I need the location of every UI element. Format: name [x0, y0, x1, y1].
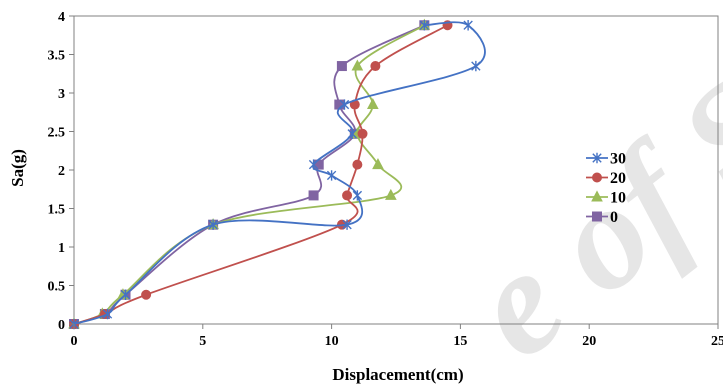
y-tick-label: 2.5: [48, 126, 66, 141]
y-tick-label: 1: [58, 241, 65, 256]
data-point-10: [366, 97, 379, 110]
y-tick-label: 4: [58, 10, 65, 25]
legend-marker: [592, 211, 602, 222]
data-point-30: [339, 99, 350, 110]
data-point-10: [385, 188, 397, 200]
legend-label: 20: [610, 170, 626, 187]
series-line-30: [73, 21, 486, 325]
data-point-30: [463, 20, 473, 31]
data-point-0: [308, 190, 319, 201]
data-point-30: [102, 308, 113, 320]
legend-label: 10: [610, 190, 626, 207]
data-point-30: [419, 20, 430, 31]
legend-marker: [591, 190, 603, 202]
data-point-20: [342, 190, 353, 201]
legend-entry-0: 0: [586, 209, 618, 226]
data-point-30: [120, 289, 131, 300]
legend: 30 20 10 0: [586, 151, 626, 226]
x-axis-title: Displacement(cm): [332, 365, 463, 384]
data-point-30: [347, 128, 357, 140]
data-point-10: [372, 158, 384, 170]
data-point-30: [352, 190, 363, 201]
x-tick-label: 15: [453, 334, 467, 349]
legend-marker: [592, 172, 602, 183]
y-tick-label: 3: [58, 87, 65, 102]
legend-label: 0: [610, 209, 618, 226]
data-point-20: [352, 159, 363, 170]
y-tick-label: 3.5: [48, 49, 66, 64]
x-tick-label: 20: [582, 334, 596, 349]
data-point-30: [308, 159, 319, 170]
x-tick-label: 5: [199, 334, 206, 349]
series-20: [69, 20, 453, 329]
y-axis-title: Sa(g): [8, 149, 27, 187]
x-tick-label: 25: [711, 334, 723, 349]
legend-label: 30: [610, 151, 626, 168]
y-tick-label: 1.5: [48, 203, 66, 218]
legend-marker: [592, 152, 602, 164]
watermark: e of SL: [439, 0, 723, 387]
series-30: [69, 20, 486, 330]
y-tick-label: 0.5: [48, 280, 66, 295]
x-tick-label: 10: [325, 334, 339, 349]
ticks-layer: 0 5 10 15 20 25 0 0.5 1 1.5 2 2.5 3 3.5 4: [48, 10, 723, 349]
data-point-30: [342, 219, 352, 230]
data-point-20: [141, 289, 152, 300]
x-tick-label: 0: [71, 334, 78, 349]
data-point-0: [336, 61, 347, 72]
data-point-30: [326, 170, 337, 181]
data-point-10: [351, 59, 364, 71]
legend-entry-30: 30: [586, 151, 626, 168]
data-point-30: [471, 60, 481, 72]
series-line-20: [73, 24, 448, 325]
data-point-20: [357, 128, 368, 139]
series-layer: [68, 18, 486, 330]
data-point-20: [370, 61, 381, 72]
y-tick-label: 2: [58, 164, 65, 179]
legend-entry-10: 10: [586, 190, 626, 207]
data-point-30: [208, 219, 218, 230]
y-tick-label: 0: [58, 318, 65, 333]
series-line-10: [73, 24, 425, 325]
legend-entry-20: 20: [586, 170, 626, 187]
